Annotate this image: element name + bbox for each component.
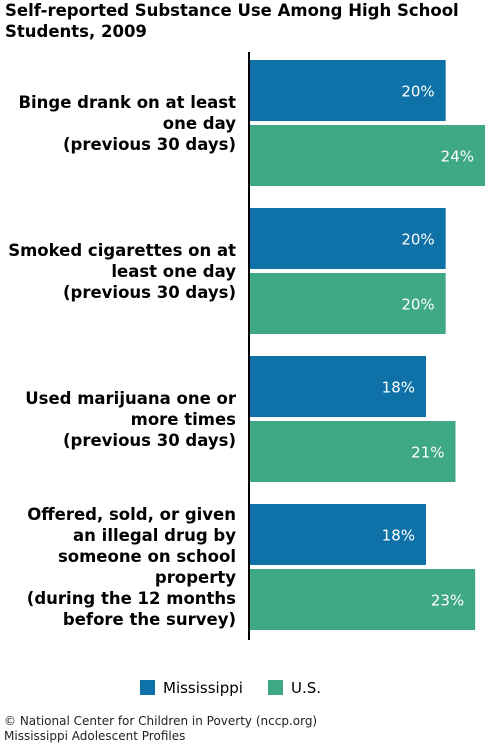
category-label-line: before the survey): [62, 610, 236, 629]
category-label-line: someone on school: [57, 547, 236, 566]
chart-title: Self-reported Substance Use Among High S…: [5, 1, 459, 41]
value-label-us-4: 23%: [431, 592, 464, 610]
legend-label-mississippi: Mississippi: [163, 679, 243, 697]
value-label-us-3: 21%: [411, 444, 444, 462]
bar-mississippi-2: [249, 208, 446, 269]
bar-chart: 20% 24% 20% 20% 18% 21% 18% 23%: [248, 52, 485, 640]
value-label-us-1: 24%: [441, 148, 474, 166]
category-label-line: Offered, sold, or given: [27, 505, 236, 524]
category-label-line: Binge drank on at least: [18, 92, 236, 112]
category-label-line: (previous 30 days): [62, 134, 236, 154]
category-label-4: Offered, sold, or given an illegal drug b…: [0, 504, 236, 630]
value-label-mississippi-4: 18%: [382, 527, 415, 545]
bar-us-4: [249, 569, 476, 630]
bar-mississippi-3: [249, 356, 426, 417]
category-label-2: Smoked cigarettes on at least one day (pre…: [0, 240, 236, 303]
category-label-line: (previous 30 days): [62, 282, 236, 302]
legend-swatch-us: [268, 680, 283, 695]
legend-label-us: U.S.: [291, 679, 322, 697]
bar-us-2: [249, 273, 446, 334]
category-label-line: more times: [130, 409, 236, 429]
category-label-1: Binge drank on at least one day (previous …: [0, 92, 236, 155]
category-label-line: an illegal drug by: [73, 526, 236, 545]
value-label-mississippi-2: 20%: [401, 231, 434, 249]
bar-mississippi-1: [249, 60, 446, 121]
bar-mississippi-4: [249, 504, 426, 565]
legend-swatch-mississippi: [140, 680, 155, 695]
value-label-mississippi-3: 18%: [382, 379, 415, 397]
bar-us-3: [249, 421, 456, 482]
category-label-line: Smoked cigarettes on at: [8, 240, 236, 260]
footer-credit: © National Center for Children in Povert…: [4, 714, 318, 728]
category-label-line: least one day: [111, 261, 236, 281]
legend: Mississippi U.S.: [0, 678, 498, 698]
category-label-line: Used marijuana one or: [25, 388, 236, 408]
category-label-line: (previous 30 days): [62, 430, 236, 450]
value-label-us-2: 20%: [401, 296, 434, 314]
category-label-line: (during the 12 months: [26, 589, 236, 608]
value-label-mississippi-1: 20%: [401, 83, 434, 101]
bar-us-1: [249, 125, 485, 186]
footer-source: Mississippi Adolescent Profiles: [4, 729, 186, 743]
category-label-line: property: [154, 568, 236, 587]
category-label-line: one day: [162, 113, 236, 133]
category-label-3: Used marijuana one or more times (previous…: [0, 388, 236, 451]
